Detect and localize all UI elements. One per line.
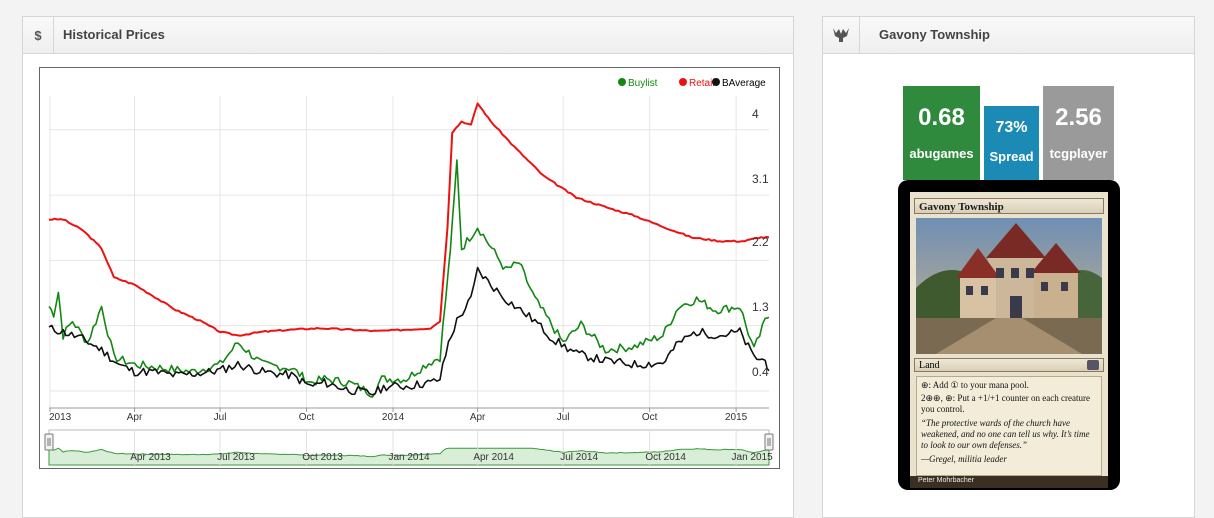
x-tick-label: 2014 (382, 412, 405, 423)
price-chart: 4 3.1 2.2 1.3 0.4 2013 Apr Jul Oct 2014 Apr Jul Oct 2… (39, 67, 780, 469)
set-symbol-icon (1087, 360, 1099, 370)
navigator-tick-label: Apr 2013 (130, 452, 171, 463)
legend-label-baverage: BAverage (722, 78, 766, 89)
price-tile-tcgplayer[interactable]: 2.56 tcgplayer (1043, 86, 1114, 180)
card-art (916, 218, 1102, 354)
price-chart-svg: 4 3.1 2.2 1.3 0.4 2013 Apr Jul Oct 2014 Apr Jul Oct 2… (44, 78, 774, 466)
x-tick-label: Apr (470, 412, 486, 423)
card-type: Land (919, 360, 940, 371)
y-tick-label: 0.4 (752, 365, 769, 379)
x-tick-label: Oct (299, 412, 315, 423)
y-tick-label: 1.3 (752, 300, 769, 314)
y-tick-label: 3.1 (752, 172, 769, 186)
price-tile-spread[interactable]: 73% Spread (984, 106, 1039, 180)
card-image[interactable]: Gavony Township (898, 180, 1120, 490)
card-panel: Gavony Township 0.68 abugames 73% Spread… (822, 16, 1195, 518)
series-line-buylist (48, 159, 770, 398)
historical-prices-panel: $ Historical Prices 4 3.1 2.2 1.3 0.4 2013 Apr… (22, 16, 794, 518)
x-tick-label: Jul (214, 412, 227, 423)
card-name: Gavony Township (914, 198, 1104, 214)
x-tick-label: 2015 (725, 412, 748, 423)
spread-value: 73% (995, 119, 1028, 136)
navigator-handle-right[interactable] (764, 433, 774, 451)
card-ability-1: ⊕: Add ① to your mana pool. (921, 380, 1029, 390)
card-type-line: Land (914, 358, 1104, 372)
navigator-handle-left[interactable] (44, 433, 54, 451)
price-tile-abugames[interactable]: 0.68 abugames (903, 86, 980, 180)
spread-label: Spread (989, 149, 1034, 164)
panel-title: Historical Prices (63, 27, 165, 42)
navigator-area (48, 447, 770, 466)
navigator-tick-label: Apr 2014 (473, 452, 514, 463)
navigator-tick-label: Jan 2015 (732, 452, 774, 463)
card-flavor-attribution: —Gregel, militia leader (921, 454, 1007, 464)
y-tick-label: 2.2 (752, 235, 769, 249)
price-label: abugames (909, 146, 974, 161)
panel-title: Gavony Township (879, 27, 990, 42)
navigator-tick-label: Jan 2014 (388, 452, 430, 463)
card-face: Gavony Township (910, 192, 1108, 488)
x-tick-label: Oct (642, 412, 658, 423)
navigator-tick-label: Oct 2014 (645, 452, 686, 463)
navigator-tick-label: Oct 2013 (302, 452, 343, 463)
navigator-tick-label: Jul 2013 (217, 452, 255, 463)
y-tick-label: 4 (752, 107, 759, 121)
dollar-icon: $ (23, 17, 54, 53)
legend-label-buylist: Buylist (628, 78, 658, 89)
price-value: 0.68 (918, 104, 965, 131)
series-line-baverage (48, 266, 770, 396)
card-artist: Peter Mohrbacher (918, 477, 975, 484)
panel-header: Gavony Township (823, 17, 1194, 54)
series-line-retail (48, 102, 770, 337)
navigator-tick-label: Jul 2014 (560, 452, 598, 463)
card-flavor-text: “The protective wards of the church have… (921, 418, 1090, 450)
legend-label-retail: Retail (689, 78, 715, 89)
x-tick-label: Apr (127, 412, 143, 423)
price-label: tcgplayer (1049, 146, 1108, 161)
x-tick-label: Jul (557, 412, 570, 423)
panel-header: $ Historical Prices (23, 17, 793, 54)
gavony-township-icon (823, 17, 860, 53)
legend-marker-retail (679, 78, 687, 86)
legend-marker-baverage (712, 78, 720, 86)
card-ability-2: 2⊕⊕, ⊕: Put a +1/+1 counter on each crea… (921, 393, 1090, 414)
card-rules-text: ⊕: Add ① to your mana pool. 2⊕⊕, ⊕: Put … (916, 376, 1102, 476)
card-footer (910, 476, 1108, 488)
legend-marker-buylist (618, 78, 626, 86)
x-tick-label: 2013 (49, 412, 72, 423)
price-value: 2.56 (1055, 104, 1102, 131)
